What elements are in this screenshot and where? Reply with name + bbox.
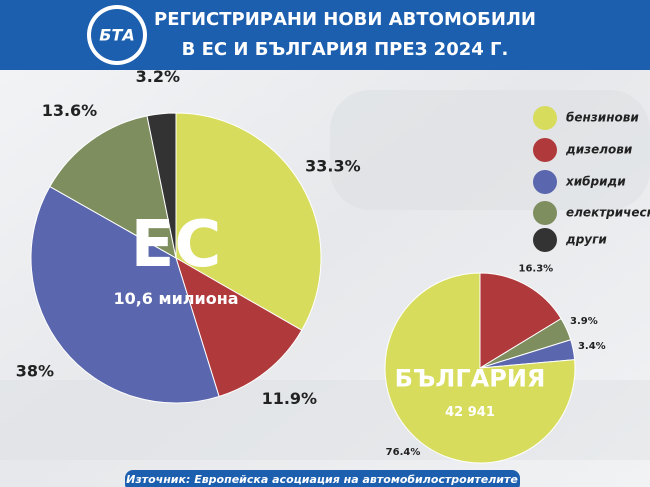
background-cars [0, 90, 650, 460]
value-label: 38% [16, 361, 54, 380]
value-label: 13.6% [42, 101, 98, 120]
legend-label: хибриди [565, 175, 626, 189]
pie-title: БЪЛГАРИЯ [395, 364, 546, 392]
pie-title: ЕС [131, 208, 222, 282]
source-box [125, 470, 520, 487]
value-label: 76.4% [386, 447, 421, 458]
value-label: 3.4% [578, 341, 606, 352]
pie-subtitle: 42 941 [445, 405, 495, 420]
value-label: 33.3% [305, 157, 361, 176]
charts: 33.3% 11.9% 38% 13.6% 3.2% ЕС 10,6 милиона 16.3… [16, 67, 606, 464]
value-label: 11.9% [262, 389, 318, 408]
value-label: 3.2% [136, 67, 180, 86]
pie-subtitle: 10,6 милиона [113, 289, 238, 308]
source: Източник: Европейска асоциация на автомо… [126, 473, 518, 486]
logo-inner [91, 9, 143, 61]
title-line: РЕГИСТРИРАНИ НОВИ АВТОМОБИЛИ [154, 9, 536, 30]
legend-label: бензинови [566, 111, 639, 125]
legend-swatch [533, 138, 557, 162]
pie-slice [384, 272, 576, 464]
legend-label: други [565, 233, 607, 247]
pie-slice [30, 185, 220, 404]
legend-swatch [533, 170, 557, 194]
pie-slice [175, 112, 322, 331]
pie-slice [49, 115, 177, 259]
logo-text: БТА [99, 26, 135, 45]
legend-swatch [533, 201, 557, 225]
legend-swatch [533, 228, 557, 252]
pie-slice [146, 112, 177, 259]
pie-slice [479, 272, 562, 369]
value-label: 3.9% [570, 316, 598, 327]
value-label: 16.3% [519, 264, 554, 275]
pie-slice [175, 256, 303, 398]
legend-swatch [533, 106, 557, 130]
title-line: В ЕС И БЪЛГАРИЯ ПРЕЗ 2024 Г. [182, 39, 509, 60]
legend: бензинови дизелови хибриди електрически друг… [533, 106, 650, 252]
legend-label: дизелови [565, 143, 633, 157]
legend-label: електрически [566, 206, 650, 220]
